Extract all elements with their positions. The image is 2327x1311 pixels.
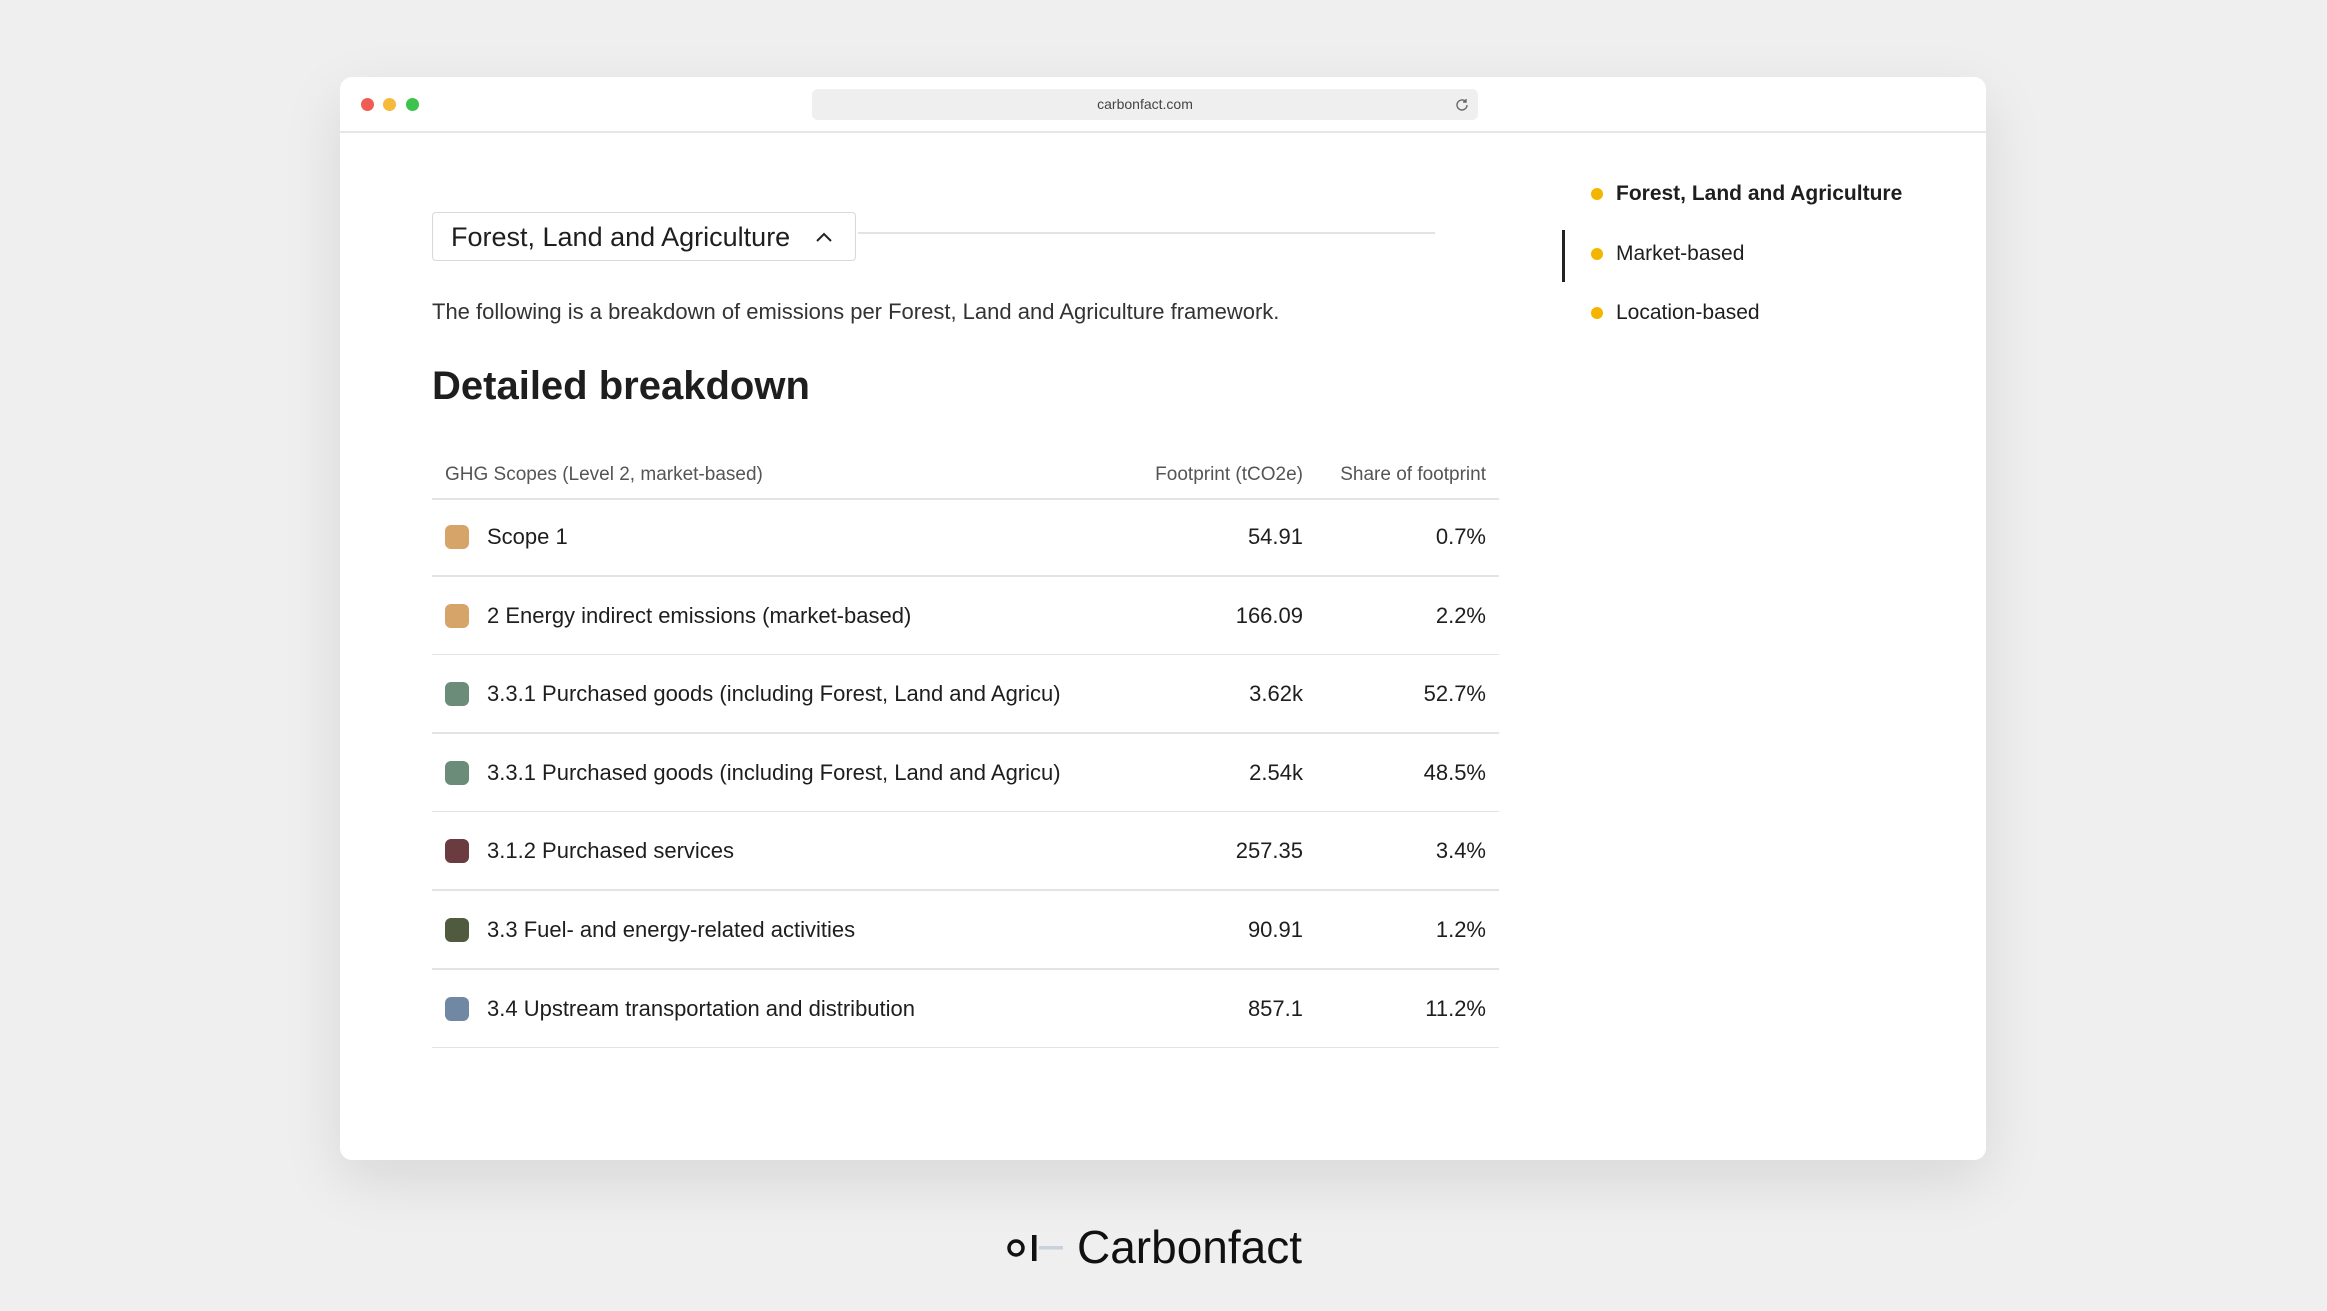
footprint: 166.09 [1235,602,1303,628]
share: 52.7% [1423,681,1486,707]
footprint: 3.62k [1249,681,1303,707]
share: 11.2% [1425,995,1486,1021]
active-indicator [1562,230,1565,282]
footprint: 257.35 [1235,838,1303,864]
footprint: 54.91 [1247,524,1303,549]
browser-window: carbonfact.com Forest, Land and Agricult… [340,77,1986,1160]
row-label: 2 Energy indirect emissions (market-base… [487,602,912,628]
row-label: 3.4 Upstream transportation and distribu… [487,995,916,1021]
swatch [445,839,469,864]
nav-item[interactable]: Forest, Land and Agriculture [1616,182,1903,205]
footprint: 90.91 [1247,917,1303,942]
nav-dot [1591,188,1603,200]
row-label: 3.3.1 Purchased goods (including Forest,… [487,681,1061,707]
swatch [445,682,469,707]
swatch [445,525,469,549]
reload-icon[interactable] [1454,97,1470,113]
logo-icon [1007,1235,1063,1261]
nav-item[interactable]: Market-based [1616,241,1745,265]
brand: Carbonfact [1077,1221,1303,1273]
nav-dot [1591,307,1603,319]
footprint: 857.1 [1247,995,1303,1021]
framework-dropdown[interactable]: Forest, Land and Agriculture [432,212,856,261]
nav-item[interactable]: Location-based [1616,301,1760,324]
swatch [445,918,469,942]
row-label: 3.3 Fuel- and energy-related activities [487,917,856,942]
column-header: Share of footprint [1340,464,1486,485]
column-header: Footprint (tCO2e) [1155,464,1303,485]
heading: Detailed breakdown [432,364,810,408]
share: 3.4% [1435,838,1486,864]
row-line [432,653,1499,656]
swatch [445,603,469,628]
share: 1.2% [1435,917,1486,942]
share: 48.5% [1423,759,1486,785]
share: 2.2% [1435,602,1486,628]
url: carbonfact.com [1097,96,1193,112]
chevron-up [816,232,832,242]
column-header: GHG Scopes (Level 2, market-based) [445,464,763,485]
address-bar[interactable]: carbonfact.com [812,89,1478,120]
row-label: 3.3.1 Purchased goods (including Forest,… [487,759,1061,785]
minimize-button[interactable] [383,98,396,111]
share: 0.7% [1435,524,1486,549]
description: The following is a breakdown of emission… [432,299,1280,324]
row-line [432,1046,1499,1049]
dropdown-label: Forest, Land and Agriculture [451,222,791,252]
row-label: 3.1.2 Purchased services [487,838,735,864]
row-line [432,732,1499,734]
footprint: 2.54k [1249,759,1303,785]
row-line [432,810,1499,813]
divider [858,232,1435,234]
browser-toolbar: carbonfact.com [340,77,1986,133]
row-line [432,575,1499,577]
swatch [445,760,469,785]
close-button[interactable] [361,98,374,111]
maximize-button[interactable] [406,98,419,111]
row-line [432,889,1499,891]
row-label: Scope 1 [487,524,568,549]
row-line [432,968,1499,970]
swatch [445,996,469,1021]
header-line [432,498,1499,500]
nav-dot [1591,247,1603,260]
